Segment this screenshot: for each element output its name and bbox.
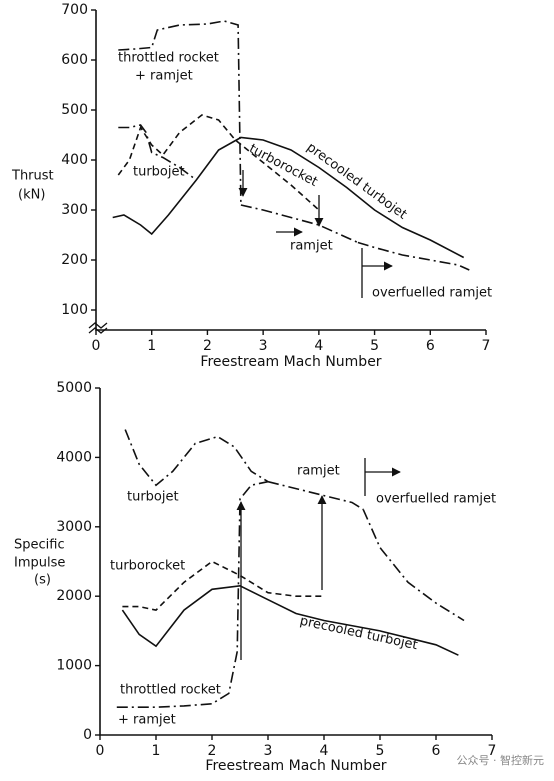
y-axis-title: Specific: [14, 538, 65, 553]
x-tick-label: 0: [92, 338, 101, 354]
x-tick-label: 6: [426, 338, 435, 354]
watermark: 公众号 · 智控新元: [457, 753, 545, 767]
y-tick-label: 500: [61, 102, 88, 118]
chart: 100 200 300 400 500 600 700 0 1 2 3 4 5 6 7 Freestream …: [11, 2, 492, 370]
x-tick-label: 6: [432, 743, 441, 759]
x-tick-label: 3: [264, 743, 273, 759]
series-label: overfuelled ramjet: [376, 492, 496, 507]
series-line: [117, 114, 320, 211]
x-tick-label: 7: [482, 338, 491, 354]
series-line: [116, 480, 269, 708]
series-label: throttled rocket: [120, 683, 221, 698]
series-label: turborocket: [110, 559, 185, 574]
annotation: + ramjet: [135, 69, 193, 84]
series-line: [118, 124, 197, 181]
series-line: [121, 584, 459, 656]
series-line: [124, 429, 269, 487]
series-line: [267, 480, 364, 511]
y-axis-title: (s): [34, 573, 51, 588]
series-line: [118, 20, 242, 206]
y-axis-title: Thrust: [11, 169, 54, 184]
y-tick-label: 5000: [56, 380, 92, 396]
x-tick-label: 2: [208, 743, 217, 759]
series-label: throttled rocket: [118, 51, 219, 66]
y-tick-label: 400: [61, 152, 88, 168]
series-line: [122, 560, 324, 611]
series-label: ramjet: [297, 464, 340, 479]
y-tick-label: 100: [61, 302, 88, 318]
x-tick-label: 4: [320, 743, 329, 759]
y-tick-label: 0: [83, 727, 92, 743]
y-tick-label: 700: [61, 2, 88, 18]
x-tick-label: 5: [370, 338, 379, 354]
series-label: turbojet: [127, 490, 179, 505]
x-axis-title: Freestream Mach Number: [205, 758, 386, 774]
series-label: precooled turbojet: [298, 614, 418, 654]
series-line: [240, 204, 359, 244]
x-axis-title: Freestream Mach Number: [200, 354, 381, 370]
x-tick-label: 5: [376, 743, 385, 759]
x-tick-label: 0: [96, 743, 105, 759]
y-tick-label: 3000: [56, 519, 92, 535]
y-axis-title: (kN): [18, 188, 45, 203]
y-tick-label: 1000: [56, 658, 92, 674]
axis-break: [88, 322, 108, 334]
x-tick-label: 1: [152, 743, 161, 759]
y-tick-label: 2000: [56, 588, 92, 604]
y-axis-title: Impulse: [14, 556, 65, 571]
series-label: ramjet: [290, 239, 333, 254]
chart: 0 1000 2000 3000 4000 5000 0 1 2 3 4 5 6 7 Freestream …: [14, 380, 496, 774]
series-line: [112, 136, 465, 259]
y-tick-label: 300: [61, 202, 88, 218]
annotation-arrows: [88, 170, 401, 660]
x-tick-label: 7: [488, 743, 497, 759]
series-line: [362, 509, 465, 622]
y-tick-label: 200: [61, 252, 88, 268]
x-tick-label: 1: [147, 338, 156, 354]
x-tick-label: 2: [203, 338, 212, 354]
y-tick-label: 600: [61, 52, 88, 68]
y-tick-label: 4000: [56, 449, 92, 465]
x-tick-label: 4: [314, 338, 323, 354]
series-label: overfuelled ramjet: [372, 286, 492, 301]
annotation: + ramjet: [118, 713, 176, 728]
x-tick-label: 3: [259, 338, 268, 354]
series-label: turbojet: [133, 165, 185, 180]
